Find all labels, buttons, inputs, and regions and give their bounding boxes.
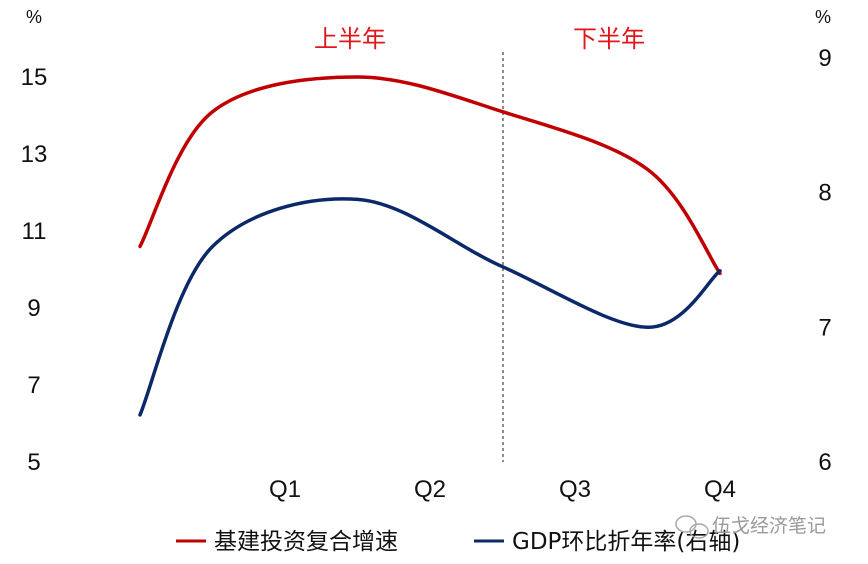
left-tick-label: 13: [21, 141, 48, 168]
left-tick-label: 5: [27, 449, 40, 476]
right-tick-label: 7: [818, 314, 831, 341]
right-tick-label: 8: [818, 180, 831, 207]
legend: 基建投资复合增速 GDP环比折年率(右轴): [176, 529, 740, 555]
x-tick-label: Q4: [704, 476, 736, 503]
legend-label-infrastructure: 基建投资复合增速: [214, 529, 398, 555]
legend-label-gdp: GDP环比折年率(右轴): [512, 529, 740, 555]
watermark: 伍戈经济笔记: [675, 515, 826, 539]
series-lines: [138, 75, 722, 417]
watermark-text: 伍戈经济笔记: [712, 515, 826, 537]
right-axis-unit: %: [815, 7, 831, 27]
first-half-label: 上半年: [314, 25, 386, 53]
x-tick-label: Q2: [414, 476, 446, 503]
left-tick-label: 11: [22, 218, 47, 245]
right-tick-label: 6: [818, 449, 831, 476]
left-tick-label: 7: [27, 372, 40, 399]
right-axis-ticks: 6 7 8 9: [818, 45, 831, 476]
x-tick-label: Q1: [269, 476, 301, 503]
x-axis-ticks: Q1 Q2 Q3 Q4: [269, 476, 736, 503]
infrastructure-investment-line: [138, 75, 722, 276]
gdp-growth-line: [138, 197, 722, 417]
left-axis-unit: %: [26, 7, 42, 27]
right-tick-label: 9: [818, 45, 831, 72]
wechat-icon: [675, 515, 709, 539]
x-tick-label: Q3: [559, 476, 591, 503]
second-half-label: 下半年: [573, 25, 645, 53]
left-axis-ticks: 5 7 9 11 13 15: [21, 64, 48, 476]
left-tick-label: 9: [27, 295, 40, 322]
left-tick-label: 15: [21, 64, 48, 91]
